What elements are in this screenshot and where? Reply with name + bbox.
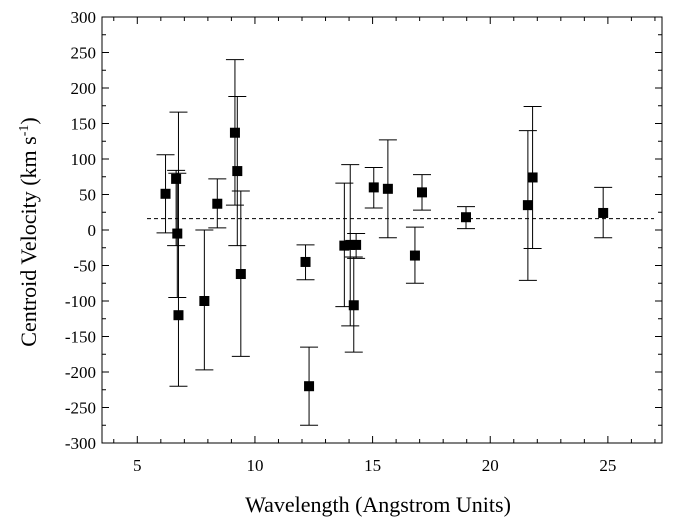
y-tick-label: 250 (71, 44, 97, 63)
data-point-marker (527, 172, 538, 183)
y-tick-label: 300 (71, 8, 97, 27)
x-axis-title: Wavelength (Angstrom Units) (245, 492, 511, 517)
data-point-marker (598, 207, 609, 218)
data-point-marker (382, 183, 393, 194)
data-point-marker (232, 166, 243, 177)
axis-ticks: -300 -250 -200 -150 -100 -50 0 50 100 150 200 250 30… (65, 8, 662, 475)
y-tick-label: 150 (71, 115, 97, 134)
y-tick-label: 200 (71, 79, 97, 98)
y-tick-label: 100 (71, 150, 97, 169)
x-tick-label: 25 (599, 456, 616, 475)
plot-frame (101, 16, 663, 444)
data-point-marker (351, 239, 362, 250)
data-point-marker (461, 212, 471, 223)
y-axis-title: Centroid Velocity (km s-1) (16, 117, 41, 346)
data-point-marker (409, 250, 420, 261)
error-bars (156, 59, 613, 426)
x-tick-label: 5 (133, 456, 142, 475)
y-tick-label: 50 (79, 186, 96, 205)
y-tick-label: -250 (65, 399, 96, 418)
y-axis-title-main: Centroid Velocity (km s (16, 136, 41, 346)
data-point-marker (212, 198, 223, 209)
x-tick-label: 20 (482, 456, 499, 475)
data-point-marker (171, 173, 182, 184)
x-tick-label: 15 (364, 456, 381, 475)
data-point-marker (172, 228, 183, 239)
data-point-marker (522, 200, 533, 211)
data-point-marker (348, 300, 359, 311)
y-tick-label: -100 (65, 292, 96, 311)
data-point-marker (304, 381, 315, 392)
y-tick-label: -50 (73, 257, 96, 276)
data-point-marker (235, 269, 246, 280)
x-tick-label: 10 (246, 456, 263, 475)
data-point-marker (345, 239, 356, 250)
data-point-marker (173, 310, 184, 321)
data-point-marker (417, 187, 427, 198)
data-point-marker (229, 127, 240, 138)
y-tick-label: -300 (65, 434, 96, 453)
data-point-marker (339, 240, 350, 251)
data-point-marker (368, 182, 379, 193)
data-point-marker (199, 296, 210, 306)
y-tick-label: 0 (88, 221, 97, 240)
y-axis-title-sup: -1 (17, 125, 32, 137)
y-tick-label: -150 (65, 328, 96, 347)
y-axis-title-close: ) (16, 117, 41, 124)
data-markers (160, 127, 609, 392)
data-point-marker (160, 188, 171, 199)
y-tick-label: -200 (65, 363, 96, 382)
data-point-marker (300, 256, 311, 267)
